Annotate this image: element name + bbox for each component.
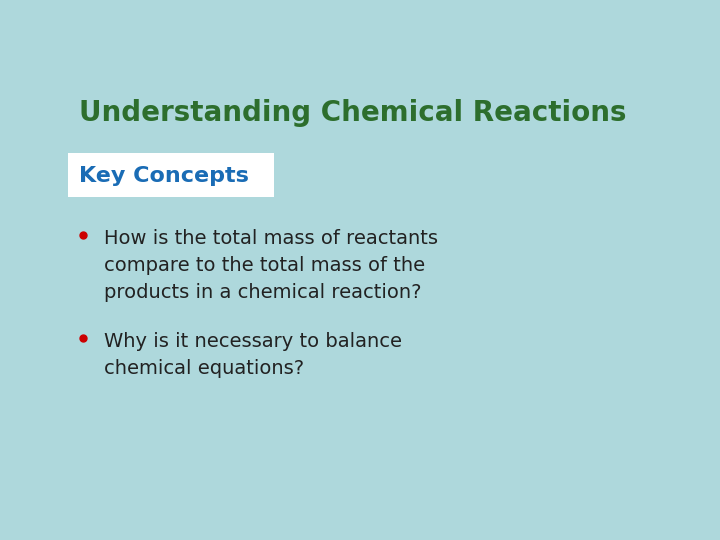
Text: Why is it necessary to balance
chemical equations?: Why is it necessary to balance chemical … <box>104 332 402 377</box>
Text: How is the total mass of reactants
compare to the total mass of the
products in : How is the total mass of reactants compa… <box>104 230 438 301</box>
Text: Key Concepts: Key Concepts <box>79 165 249 186</box>
FancyBboxPatch shape <box>68 153 274 197</box>
Text: Understanding Chemical Reactions: Understanding Chemical Reactions <box>79 99 626 127</box>
